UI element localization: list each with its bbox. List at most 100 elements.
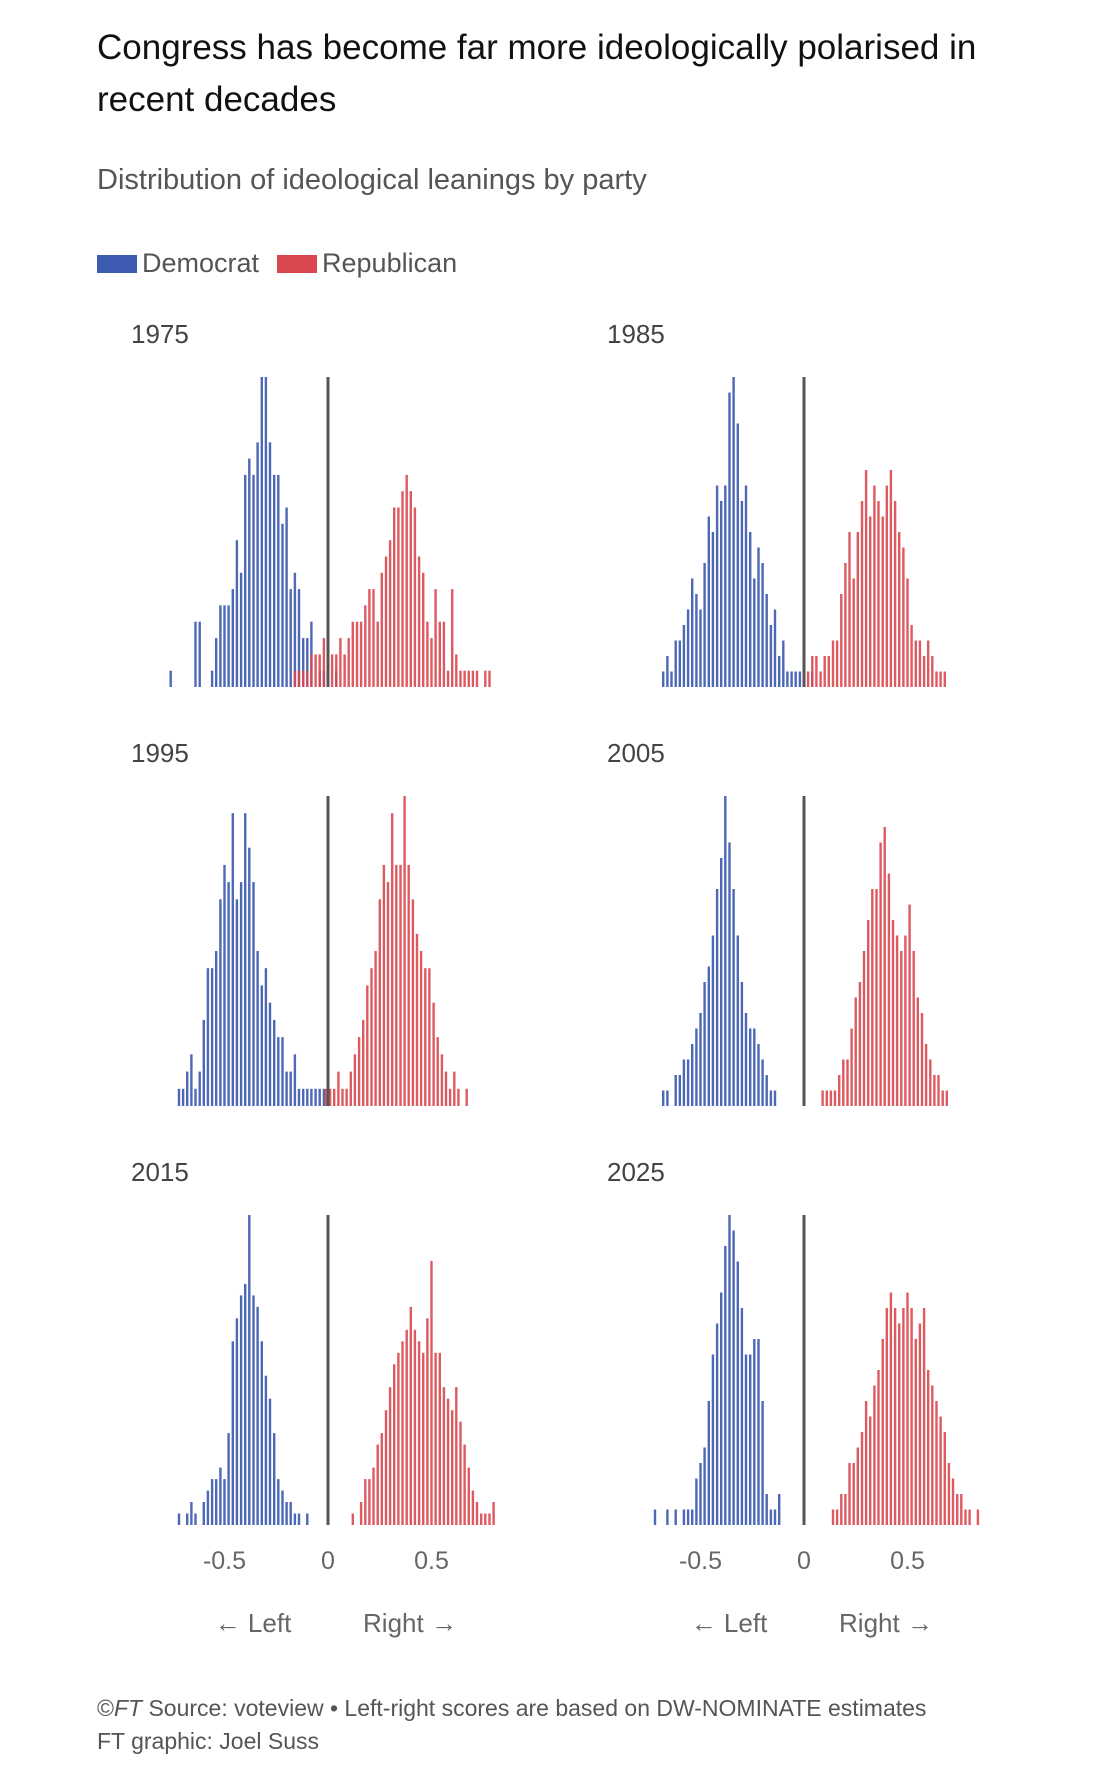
- bar-democrat: [711, 532, 715, 687]
- panel-title: 1995: [131, 738, 189, 768]
- bar-democrat: [753, 1339, 756, 1525]
- bar-democrat: [264, 1375, 268, 1525]
- bar-democrat: [244, 813, 247, 1106]
- bar-republican: [939, 1416, 942, 1525]
- bar-republican: [871, 889, 874, 1106]
- bar-republican: [908, 904, 911, 1106]
- bar-republican: [873, 485, 876, 687]
- bar-democrat: [765, 594, 768, 687]
- bar-democrat: [695, 1478, 698, 1525]
- bar-republican: [864, 1401, 868, 1525]
- bar-republican: [422, 572, 425, 687]
- bar-democrat: [186, 1513, 189, 1525]
- bar-republican: [453, 1071, 456, 1106]
- bar-republican: [351, 1513, 354, 1525]
- bar-republican: [318, 654, 321, 687]
- bar-republican: [451, 1410, 454, 1525]
- bar-democrat: [277, 1479, 280, 1525]
- bar-democrat: [306, 1088, 309, 1106]
- bar-republican: [349, 1071, 352, 1106]
- bar-democrat: [281, 1490, 284, 1525]
- bar-republican: [831, 640, 835, 687]
- bar-republican: [488, 670, 491, 687]
- bar-republican: [904, 935, 907, 1106]
- bar-republican: [434, 589, 437, 687]
- bar-democrat: [732, 1230, 735, 1525]
- bar-republican: [914, 1339, 917, 1525]
- bar-republican: [850, 1028, 853, 1106]
- bar-democrat: [306, 638, 309, 687]
- bar-republican: [372, 589, 375, 687]
- bar-democrat: [256, 442, 259, 687]
- bar-democrat: [252, 1295, 255, 1525]
- bar-democrat: [227, 605, 230, 687]
- bar-democrat: [181, 1088, 185, 1106]
- bar-democrat: [310, 621, 313, 687]
- bar-democrat: [239, 882, 243, 1106]
- bar-democrat: [248, 1215, 251, 1525]
- bar-republican: [434, 1352, 437, 1525]
- bar-republican: [357, 1037, 361, 1106]
- axis-left-label: ← Left: [691, 1608, 768, 1638]
- bar-republican: [918, 640, 922, 687]
- bar-democrat: [794, 671, 797, 687]
- bar-democrat: [293, 1054, 297, 1106]
- bar-republican: [885, 485, 888, 687]
- bar-republican: [881, 516, 884, 687]
- bar-republican: [492, 1502, 495, 1525]
- bar-democrat: [322, 1088, 326, 1106]
- bar-democrat: [682, 625, 686, 687]
- bar-republican: [355, 621, 359, 687]
- legend-swatch-republican: [277, 254, 318, 273]
- bar-democrat: [695, 1028, 698, 1106]
- bar-democrat: [318, 1088, 321, 1106]
- bar-republican: [459, 670, 462, 687]
- bar-democrat: [177, 1088, 181, 1106]
- bar-republican: [827, 656, 830, 687]
- bar-republican: [457, 1088, 460, 1106]
- bar-republican: [419, 951, 423, 1106]
- bar-republican: [937, 1075, 940, 1106]
- bar-democrat: [252, 882, 255, 1106]
- bar-republican: [835, 1509, 839, 1525]
- bar-republican: [906, 1292, 909, 1525]
- bar-republican: [401, 1341, 404, 1525]
- bar-republican: [918, 1323, 922, 1525]
- bar-republican: [368, 589, 371, 687]
- bar-democrat: [769, 1509, 773, 1525]
- bar-republican: [856, 1447, 859, 1525]
- bar-democrat: [653, 1509, 657, 1525]
- bar-democrat: [753, 1028, 756, 1106]
- bar-republican: [432, 1002, 435, 1106]
- axis-left-label: ← Left: [215, 1608, 292, 1638]
- bar-republican: [386, 882, 390, 1106]
- panel-title: 2015: [131, 1157, 189, 1187]
- bar-republican: [956, 1494, 959, 1525]
- bar-republican: [922, 1308, 926, 1525]
- bar-democrat: [190, 1502, 193, 1525]
- bar-republican: [941, 1090, 944, 1106]
- bar-republican: [422, 1352, 425, 1525]
- panel-title: 2005: [607, 738, 665, 768]
- bar-republican: [324, 1088, 328, 1106]
- bar-democrat: [223, 1479, 226, 1525]
- bar-republican: [345, 1088, 348, 1106]
- bar-democrat: [740, 982, 744, 1106]
- bar-democrat: [749, 532, 752, 687]
- bar-democrat: [260, 985, 263, 1106]
- bar-democrat: [711, 935, 715, 1106]
- bar-democrat: [302, 638, 305, 687]
- bar-republican: [333, 1088, 336, 1106]
- x-tick-label: -0.5: [203, 1547, 246, 1575]
- bar-republican: [867, 920, 870, 1106]
- bar-republican: [380, 572, 383, 687]
- bar-democrat: [289, 1071, 292, 1106]
- bar-democrat: [678, 640, 681, 687]
- bar-republican: [446, 1398, 450, 1525]
- panel-title: 1975: [131, 319, 189, 349]
- axis-right-label: Right →: [363, 1608, 457, 1638]
- bar-democrat: [769, 625, 773, 687]
- bar-democrat: [248, 847, 251, 1106]
- bar-republican: [883, 827, 886, 1106]
- ft-mark: FT: [113, 1695, 143, 1721]
